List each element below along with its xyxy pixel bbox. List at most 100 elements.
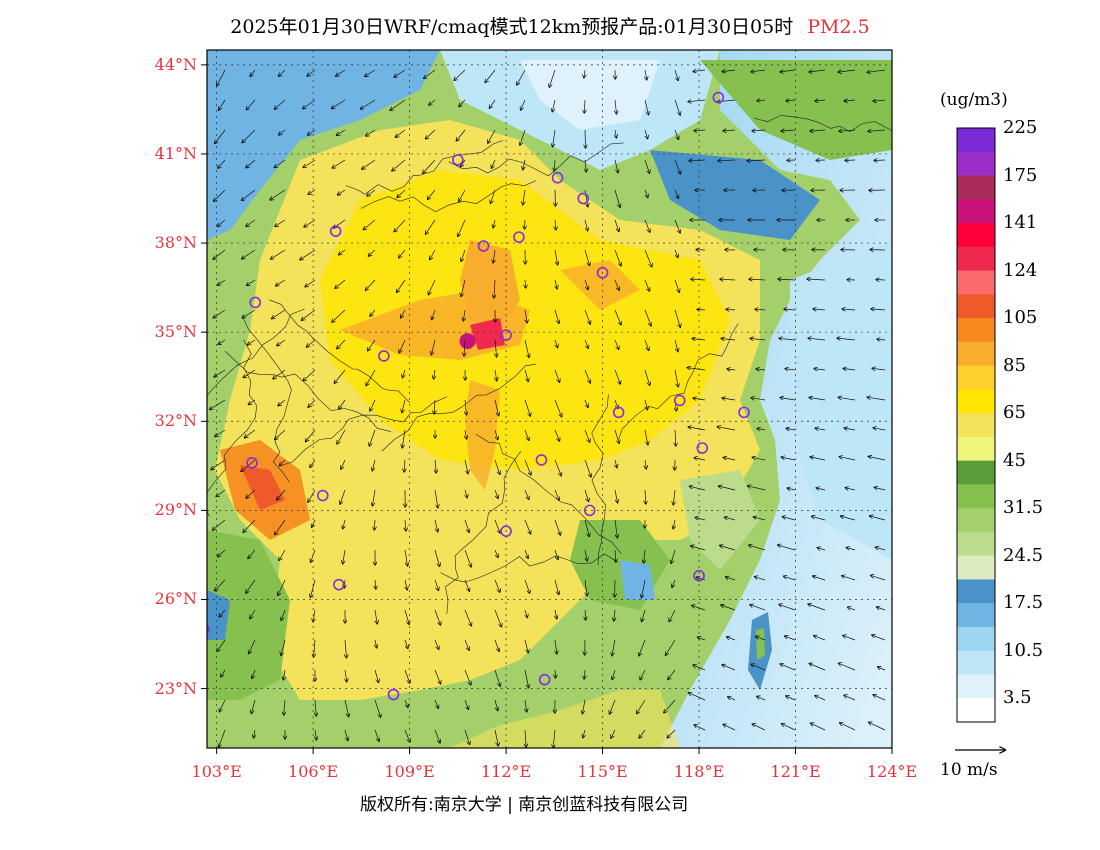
lon-label: 112°E: [480, 762, 532, 781]
wind-arrow: [372, 459, 376, 471]
wind-arrow: [584, 99, 585, 113]
wind-arrow: [645, 129, 648, 139]
wind-arrow: [434, 489, 438, 508]
wind-arrow: [554, 309, 559, 323]
wind-arrow: [243, 519, 256, 532]
station-marker: [551, 171, 564, 184]
colorbar-label: 105: [1003, 307, 1038, 329]
wind-arrow: [494, 729, 498, 746]
wind-arrow: [491, 189, 496, 203]
wind-arrow: [434, 729, 440, 743]
wind-arrow: [778, 545, 796, 551]
wind-arrow: [459, 189, 466, 201]
wind-arrow: [756, 636, 766, 641]
wind-arrow: [867, 397, 886, 401]
wind-arrow: [844, 695, 856, 701]
wind-arrow: [517, 69, 526, 85]
wind-arrow: [332, 159, 346, 168]
wind-arrow: [675, 429, 676, 446]
wind-arrow: [555, 669, 556, 678]
station-marker: [513, 231, 525, 243]
wind-arrow: [341, 459, 346, 469]
wind-arrow: [434, 369, 435, 379]
wind-arrow: [780, 70, 796, 72]
wind-arrow: [367, 189, 376, 196]
station-marker: [673, 394, 686, 407]
wind-arrow: [405, 519, 406, 531]
province-border: [224, 350, 391, 432]
wind-arrow: [697, 309, 706, 310]
wind-arrow: [614, 189, 620, 207]
lon-label: 106°E: [288, 762, 339, 781]
wind-arrow: [752, 457, 766, 461]
sea-area: [660, 50, 892, 748]
wind-arrow: [274, 99, 286, 109]
wind-arrow: [488, 129, 496, 143]
wind-arrow: [525, 309, 527, 323]
colorbar-label: 65: [1003, 402, 1026, 424]
wind-arrow: [254, 729, 255, 738]
wind-arrow: [786, 428, 796, 430]
wind-arrow: [374, 699, 381, 717]
wind-arrow: [334, 369, 346, 383]
wind-arrow: [644, 99, 649, 115]
wind-arrow: [432, 309, 436, 320]
wind-arrow: [524, 339, 529, 358]
wind-arrow: [525, 219, 526, 229]
wind-arrow: [695, 517, 706, 521]
wind-arrow: [464, 519, 469, 532]
wind-arrow: [875, 547, 886, 551]
north-white: [520, 60, 660, 130]
wind-arrow: [464, 639, 469, 650]
wind-arrow: [871, 575, 886, 581]
wind-arrow: [465, 399, 466, 415]
wind-arrow: [275, 219, 286, 226]
wind-arrow: [524, 429, 529, 440]
wind-arrow: [614, 609, 615, 621]
colorbar-swatch: [957, 270, 995, 295]
sichuan-core: [240, 465, 285, 510]
colorbar-swatch: [957, 674, 995, 699]
wind-arrow: [873, 428, 886, 430]
wind-arrow: [614, 519, 617, 538]
wind-arrow: [720, 279, 736, 280]
wind-arrow: [814, 636, 826, 641]
station-marker: [477, 240, 490, 252]
wind-arrow: [726, 577, 736, 581]
wind-arrow: [339, 249, 346, 255]
station-marker: [378, 350, 390, 362]
wind-arrow: [757, 696, 766, 701]
taiwan-inner: [756, 628, 765, 660]
wind-arrow: [434, 609, 441, 625]
wind-arrow: [461, 249, 466, 261]
station-marker: [329, 225, 342, 237]
station-marker: [583, 504, 596, 517]
colorbar-swatch: [957, 531, 995, 557]
wind-arrow: [582, 699, 586, 714]
wind-arrow: [404, 729, 410, 742]
wind-arrow: [369, 429, 376, 446]
wind-arrow: [399, 249, 406, 258]
wind-arrow: [300, 249, 316, 260]
wind-arrow: [426, 219, 436, 234]
wind-arrow: [308, 399, 316, 407]
wind-arrow: [749, 279, 766, 280]
wind-arrow: [525, 609, 527, 618]
wind-arrow: [838, 663, 856, 671]
wind-arrow: [672, 579, 676, 587]
station-marker: [249, 296, 262, 309]
wind-arrow: [693, 665, 706, 671]
wind-arrow: [610, 699, 616, 714]
wind-arrow: [870, 516, 886, 521]
wind-arrow: [780, 398, 796, 401]
wind-arrow: [674, 339, 678, 352]
wind-arrow: [722, 70, 736, 72]
wind-arrow: [584, 249, 590, 265]
wind-arrow: [555, 219, 556, 230]
colorbar-swatch: [957, 128, 995, 153]
wind-arrow: [873, 100, 886, 101]
city-stations: [207, 91, 750, 701]
wind-arrow: [242, 309, 256, 318]
wind-arrow: [221, 669, 226, 677]
wind-arrow: [461, 279, 466, 297]
